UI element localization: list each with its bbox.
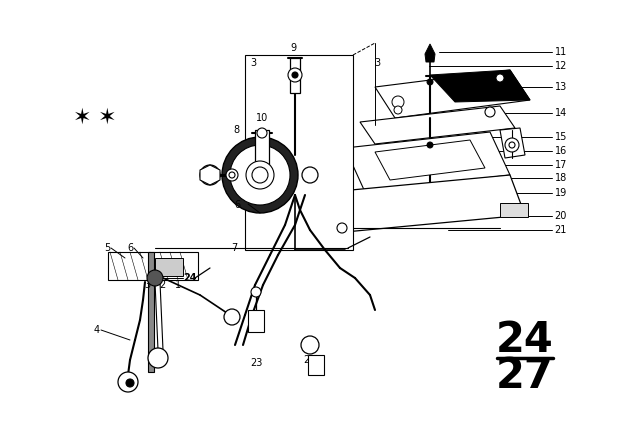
Bar [500, 203, 528, 217]
Text: 15: 15 [555, 132, 567, 142]
Text: 12: 12 [555, 61, 567, 71]
Text: 22: 22 [304, 355, 316, 365]
Bar [155, 258, 183, 276]
Text: 24: 24 [496, 319, 554, 361]
Polygon shape [360, 106, 515, 144]
Text: 19: 19 [555, 188, 567, 198]
Text: 3: 3 [374, 58, 380, 68]
Circle shape [496, 74, 504, 82]
Bar [255, 130, 269, 175]
Text: 2: 2 [159, 280, 165, 290]
Text: 4: 4 [94, 325, 100, 335]
Bar [308, 355, 324, 375]
Text: 16: 16 [555, 146, 567, 156]
Bar [148, 252, 154, 372]
Circle shape [230, 145, 290, 205]
Polygon shape [375, 140, 485, 180]
Circle shape [222, 137, 298, 213]
Polygon shape [200, 165, 220, 185]
Bar [245, 55, 353, 250]
Polygon shape [425, 44, 435, 62]
Bar [290, 58, 300, 93]
Text: 18: 18 [555, 173, 567, 183]
Circle shape [292, 72, 298, 78]
Circle shape [148, 348, 168, 368]
Polygon shape [500, 128, 525, 158]
Circle shape [427, 142, 433, 148]
Text: 20: 20 [555, 211, 567, 221]
Circle shape [246, 161, 274, 189]
Circle shape [118, 372, 138, 392]
Circle shape [200, 165, 220, 185]
Text: 10: 10 [256, 113, 268, 123]
Polygon shape [430, 70, 530, 102]
Text: 27: 27 [496, 355, 554, 397]
Text: 7: 7 [231, 243, 237, 253]
Text: ✶: ✶ [98, 108, 116, 128]
Circle shape [302, 167, 318, 183]
Text: 23: 23 [250, 358, 262, 368]
Text: 5: 5 [104, 243, 110, 253]
Circle shape [485, 107, 495, 117]
Circle shape [226, 169, 238, 181]
Circle shape [224, 309, 240, 325]
Circle shape [229, 172, 235, 178]
Text: 21: 21 [555, 225, 567, 235]
Bar [108, 252, 198, 280]
Bar [248, 310, 264, 332]
Circle shape [301, 336, 319, 354]
Text: 3: 3 [144, 280, 150, 290]
Text: 11: 11 [555, 47, 567, 56]
Circle shape [147, 270, 163, 286]
Circle shape [252, 167, 268, 183]
Text: ✶: ✶ [73, 108, 92, 128]
Polygon shape [330, 175, 525, 232]
Text: 3: 3 [250, 58, 256, 68]
Circle shape [126, 379, 134, 387]
Text: 14: 14 [555, 108, 567, 118]
Text: 13: 13 [555, 82, 567, 92]
Text: 6: 6 [127, 243, 133, 253]
Circle shape [337, 223, 347, 233]
Circle shape [394, 106, 402, 114]
Text: 8: 8 [234, 125, 240, 135]
Text: 24: 24 [183, 273, 196, 283]
Circle shape [288, 68, 302, 82]
Polygon shape [375, 70, 530, 118]
Polygon shape [345, 132, 510, 192]
Circle shape [509, 142, 515, 148]
Circle shape [505, 138, 519, 152]
Text: 6: 6 [234, 200, 240, 210]
Circle shape [251, 287, 261, 297]
Text: 9: 9 [290, 43, 296, 53]
Circle shape [427, 79, 433, 85]
Text: 1: 1 [175, 280, 181, 290]
Text: 17: 17 [555, 160, 567, 170]
Polygon shape [155, 282, 163, 350]
Circle shape [257, 128, 267, 138]
Circle shape [392, 96, 404, 108]
